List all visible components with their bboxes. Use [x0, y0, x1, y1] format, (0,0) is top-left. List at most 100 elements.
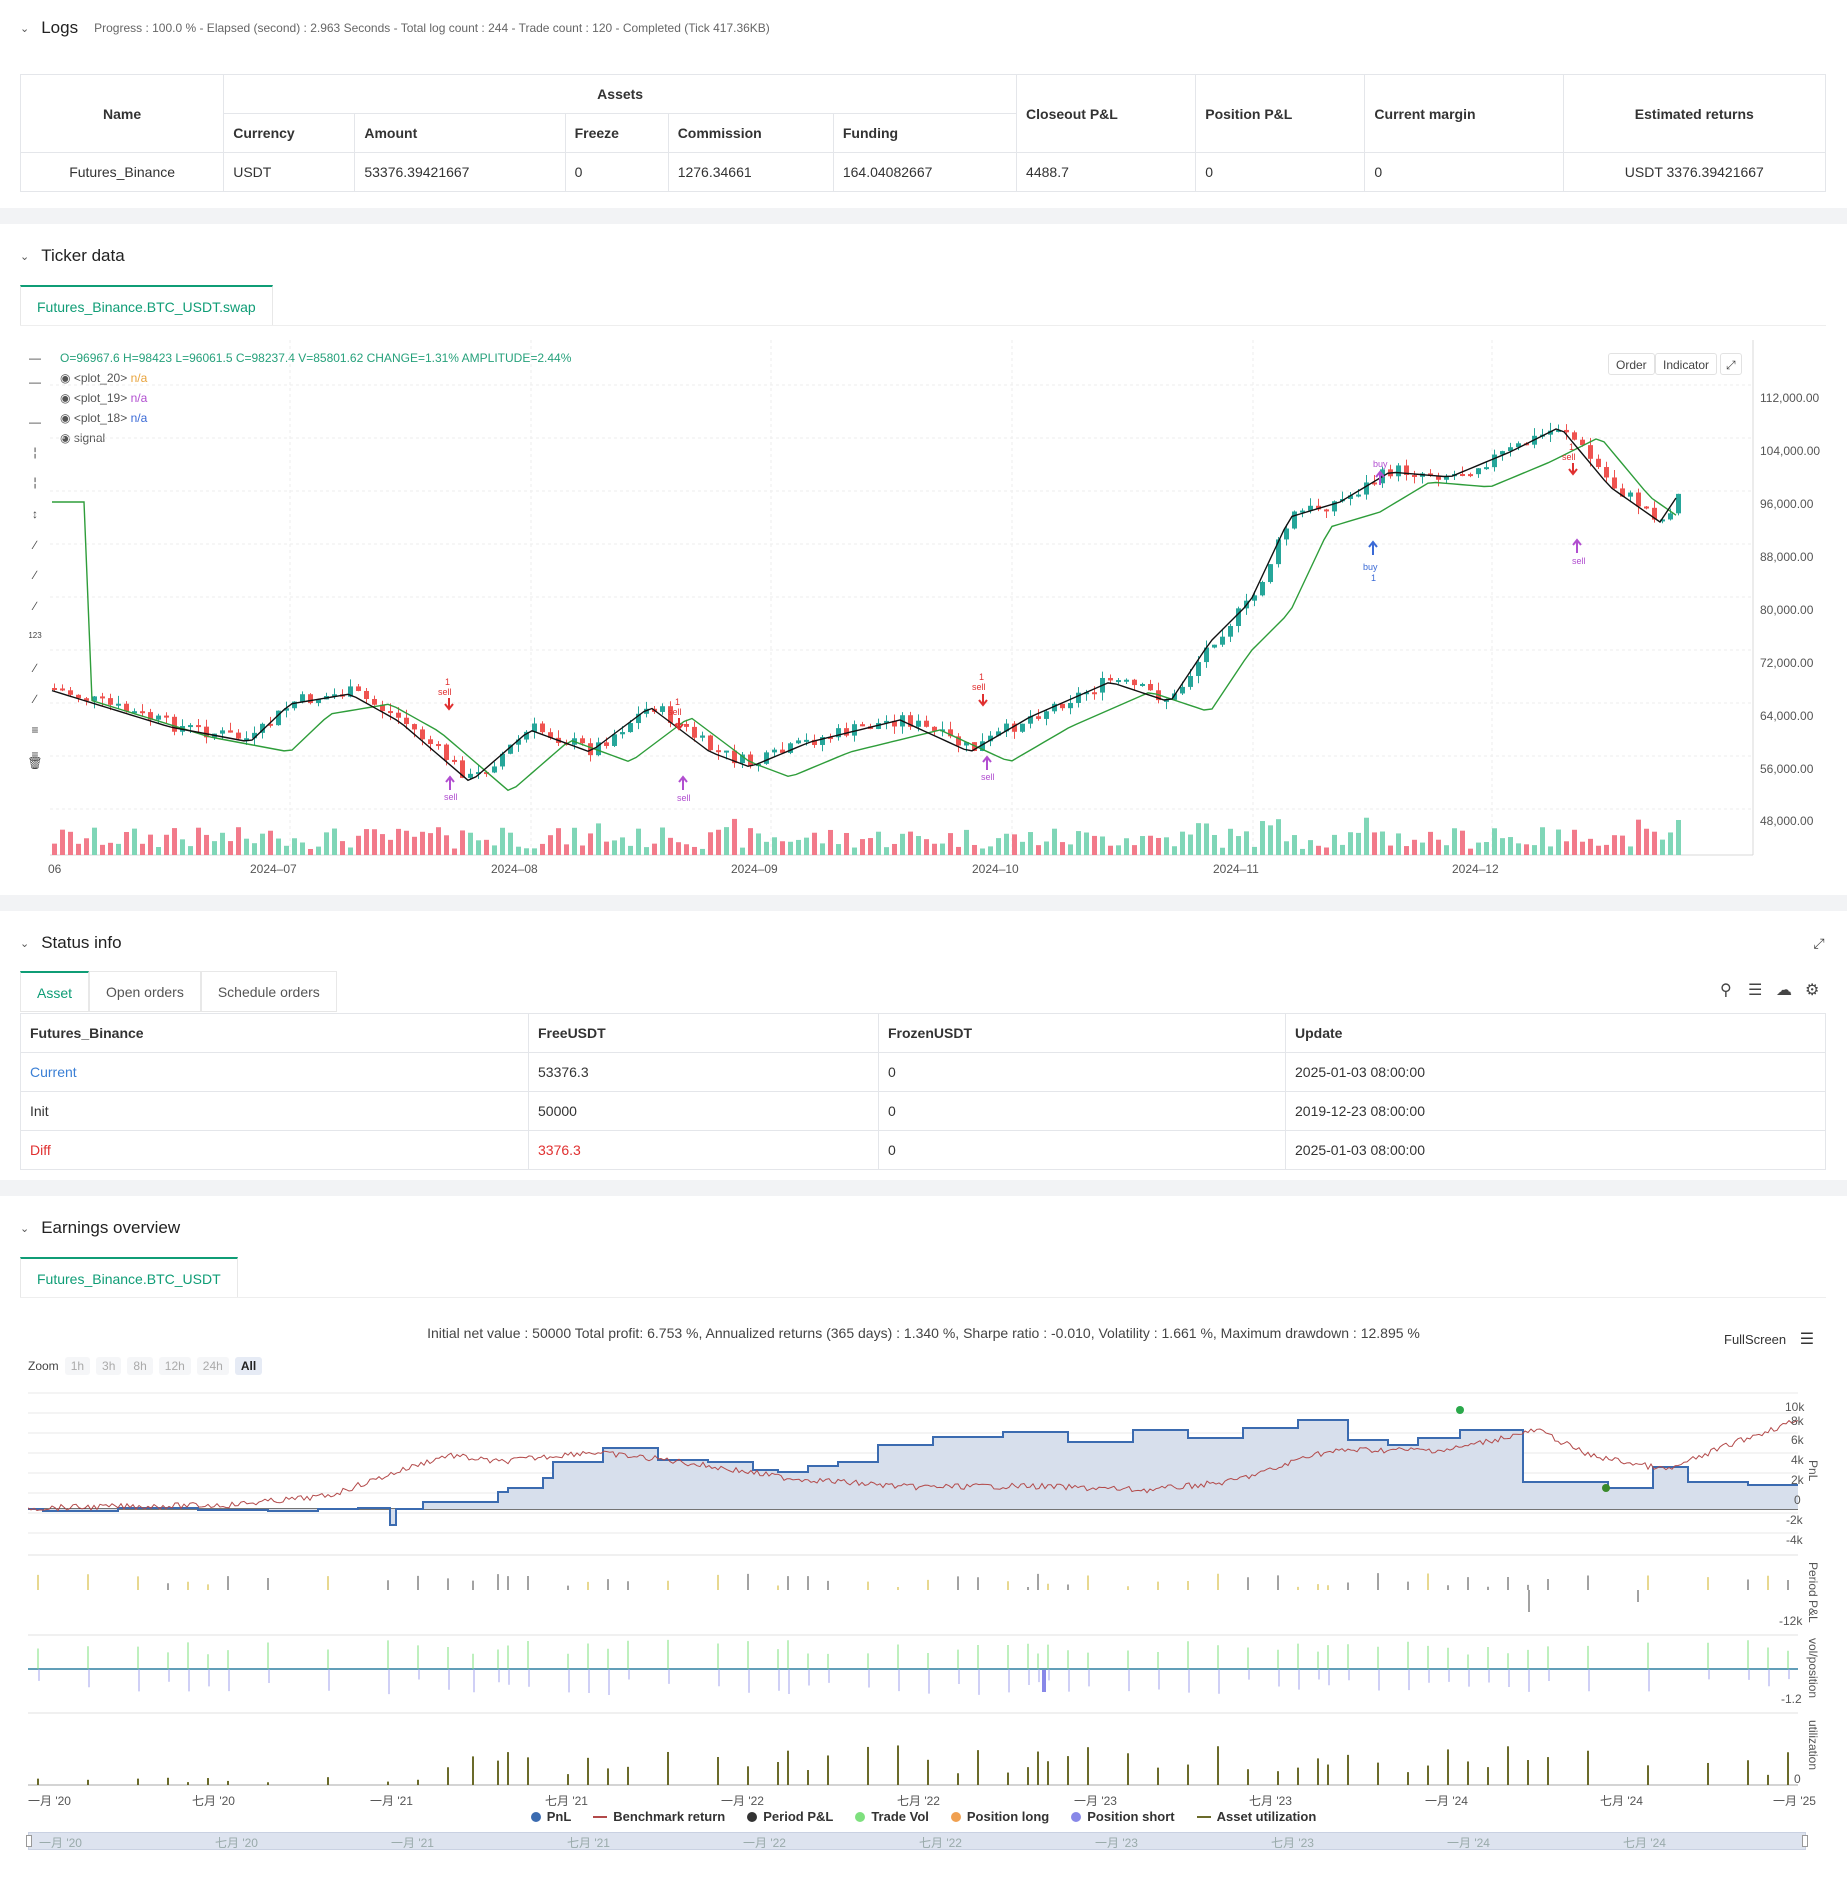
vertical-arrow-tool-icon[interactable]: ↕ — [32, 507, 38, 521]
candle-body — [1172, 693, 1177, 700]
divider — [20, 1297, 1826, 1298]
horizontal-line-tool-icon[interactable]: — — [29, 375, 41, 389]
legend-position-short[interactable]: Position short — [1071, 1809, 1175, 1824]
legend-plot-20[interactable]: ◉ <plot_20> n/a — [60, 371, 148, 385]
zoom-8h-button[interactable]: 8h — [127, 1357, 153, 1375]
vertical-line-tool-icon[interactable]: ¦ — [33, 445, 37, 459]
tab-btc-swap[interactable]: Futures_Binance.BTC_USDT.swap — [20, 285, 273, 325]
earnings-header[interactable]: ⌄ Earnings overview — [20, 1218, 180, 1238]
zoom-1h-button[interactable]: 1h — [64, 1357, 91, 1375]
volume-bar — [308, 848, 313, 855]
volume-bar — [1036, 845, 1041, 855]
volume-bar — [212, 841, 217, 855]
collapse-icon[interactable]: ⤢ — [1813, 935, 1825, 951]
candle-body — [1652, 507, 1657, 520]
crosshair-tool-icon[interactable]: — — [29, 351, 41, 365]
eye-icon[interactable]: ◉ — [60, 391, 71, 405]
segment-tool-icon[interactable]: ∕ — [33, 568, 36, 582]
zoom-3h-button[interactable]: 3h — [96, 1357, 122, 1375]
parallel-channel-tool-icon[interactable]: ∕ — [33, 661, 36, 675]
section-divider — [0, 895, 1847, 911]
tab-btc-usdt[interactable]: Futures_Binance.BTC_USDT — [20, 1257, 238, 1297]
legend-pnl[interactable]: PnL — [530, 1809, 571, 1824]
price-label-tool-icon[interactable]: 123 — [28, 631, 42, 640]
gear-icon[interactable]: ⚙ — [1805, 982, 1820, 999]
order-button[interactable]: Order — [1608, 353, 1655, 375]
range-navigator[interactable]: 一月 '20 七月 '20 一月 '21 七月 '21 一月 '22 七月 '2… — [26, 1832, 1808, 1850]
zoom-all-button[interactable]: All — [234, 1357, 263, 1375]
earnings-chart[interactable] — [28, 1390, 1803, 1790]
fullscreen-button[interactable]: FullScreen ☰ — [1724, 1331, 1815, 1348]
list-icon[interactable]: ☰ — [1748, 982, 1763, 999]
volume-bar — [1636, 819, 1641, 855]
zoom-24h-button[interactable]: 24h — [196, 1357, 229, 1375]
indicator-button[interactable]: Indicator — [1655, 353, 1718, 375]
candle-body — [684, 723, 689, 727]
candle-body — [436, 744, 441, 747]
fib-tool-icon[interactable]: ∕ — [33, 692, 36, 706]
extended-line-tool-icon[interactable]: ∕ — [33, 599, 36, 613]
candle-body — [124, 703, 129, 712]
signal-label: sell — [677, 793, 691, 803]
menu-icon[interactable]: ☰ — [1799, 1331, 1815, 1348]
legend-signal[interactable]: ◉ signal — [60, 431, 106, 445]
candle-body — [1476, 468, 1481, 475]
status-header[interactable]: ⌄ Status info — [20, 933, 122, 953]
legend-position-long[interactable]: Position long — [950, 1809, 1049, 1824]
legend-benchmark[interactable]: Benchmark return — [593, 1809, 725, 1824]
status-title: Status info — [41, 933, 122, 952]
candle-body — [412, 724, 417, 730]
candle-body — [668, 706, 673, 723]
legend-period-pnl[interactable]: Period P&L — [747, 1809, 833, 1824]
ray-tool-icon[interactable]: — — [29, 415, 41, 429]
cloud-download-icon[interactable]: ☁ — [1776, 982, 1792, 999]
signal-label: buy — [1363, 562, 1378, 572]
row-label-current[interactable]: Current — [20, 1052, 529, 1092]
eye-icon[interactable]: ◉ — [60, 411, 71, 425]
candle-body — [1580, 439, 1585, 446]
volume-bar — [1404, 846, 1409, 855]
tab-open-orders[interactable]: Open orders — [89, 971, 201, 1011]
chevron-down-icon[interactable]: ⌄ — [20, 250, 30, 263]
candlestick-chart[interactable]: 1 sell sell 1 sell sell 1 sell sell buy … — [50, 340, 1755, 860]
vertical-segment-tool-icon[interactable]: ¦ — [33, 475, 37, 489]
range-handle-left[interactable] — [26, 1835, 32, 1847]
range-handle-right[interactable] — [1802, 1835, 1808, 1847]
legend-trade-vol[interactable]: Trade Vol — [855, 1809, 929, 1824]
search-icon[interactable]: ⚲ — [1720, 982, 1732, 999]
fib-levels-tool-icon[interactable]: ≡ — [31, 723, 39, 737]
candle-body — [764, 752, 769, 764]
volume-bar — [772, 837, 777, 855]
volume-bar — [236, 827, 241, 855]
legend-plot-19[interactable]: ◉ <plot_19> n/a — [60, 391, 148, 405]
zoom-12h-button[interactable]: 12h — [158, 1357, 191, 1375]
legend-plot-18[interactable]: ◉ <plot_18> n/a — [60, 411, 148, 425]
expand-icon[interactable]: ⤢ — [1720, 353, 1742, 375]
candle-body — [812, 739, 817, 745]
volume-bar — [516, 846, 521, 855]
volume-bar — [876, 831, 881, 855]
volume-bar — [452, 848, 457, 855]
measure-tool-icon[interactable]: ≡ — [31, 748, 39, 762]
candle-body — [964, 742, 969, 746]
candle-body — [716, 750, 721, 753]
trash-icon[interactable]: 🗑 — [27, 756, 43, 770]
candle-body — [1364, 482, 1369, 495]
logs-header[interactable]: ⌄ Logs Progress : 100.0 % - Elapsed (sec… — [20, 18, 770, 38]
ticker-header[interactable]: ⌄ Ticker data — [20, 246, 125, 266]
candle-body — [396, 712, 401, 718]
trend-line-tool-icon[interactable]: ∕ — [33, 538, 36, 552]
chevron-down-icon[interactable]: ⌄ — [20, 937, 30, 950]
asset-table: Futures_Binance FreeUSDT FrozenUSDT Upda… — [20, 1013, 1826, 1170]
eye-icon[interactable]: ◉ — [60, 431, 71, 445]
legend-asset-utilization[interactable]: Asset utilization — [1196, 1809, 1316, 1824]
eye-icon[interactable]: ◉ — [60, 371, 71, 385]
chevron-down-icon[interactable]: ⌄ — [20, 1222, 30, 1235]
candle-body — [724, 750, 729, 753]
tab-schedule-orders[interactable]: Schedule orders — [200, 971, 337, 1011]
volume-bar — [412, 836, 417, 855]
tab-asset[interactable]: Asset — [20, 971, 90, 1011]
candle-body — [188, 725, 193, 728]
chevron-down-icon[interactable]: ⌄ — [20, 22, 30, 35]
position-short-bar — [1042, 1670, 1046, 1692]
